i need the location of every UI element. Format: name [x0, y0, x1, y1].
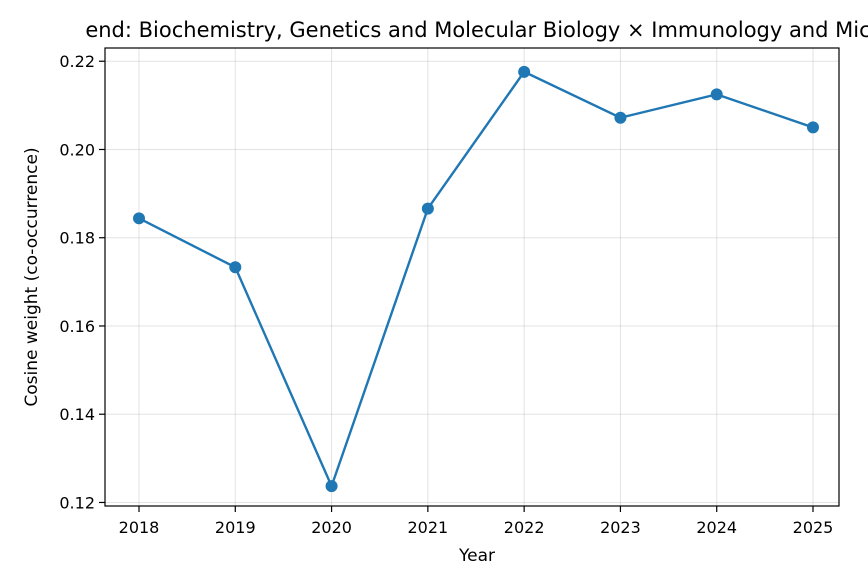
data-point — [710, 88, 723, 101]
x-tick-label: 2020 — [311, 518, 352, 537]
y-axis-label: Cosine weight (co-occurrence) — [22, 147, 42, 406]
y-tick-label: 0.16 — [59, 317, 95, 336]
data-point — [229, 261, 242, 274]
data-point — [518, 65, 531, 78]
data-point — [807, 121, 819, 134]
data-point — [421, 202, 434, 215]
data-point — [325, 480, 338, 493]
y-tick-label: 0.12 — [59, 493, 95, 512]
x-axis-label: Year — [458, 546, 495, 566]
x-tick-label: 2022 — [504, 518, 545, 537]
plot-area-frame — [104, 47, 840, 507]
y-tick-label: 0.20 — [59, 140, 95, 159]
x-tick-label: 2024 — [696, 518, 737, 537]
x-axis: 2018 2019 2020 2021 2022 2023 2024 2025 — [119, 506, 834, 537]
data-point — [614, 111, 627, 124]
y-tick-label: 0.14 — [59, 405, 95, 424]
x-tick-label: 2018 — [119, 518, 160, 537]
x-tick-label: 2025 — [793, 518, 834, 537]
grid-lines — [105, 48, 839, 506]
x-tick-label: 2021 — [407, 518, 448, 537]
data-points — [133, 65, 819, 493]
x-tick-label: 2023 — [600, 518, 641, 537]
chart-title: end: Biochemistry, Genetics and Molecula… — [85, 18, 868, 42]
y-tick-label: 0.22 — [59, 52, 95, 71]
y-axis: 0.12 0.14 0.16 0.18 0.20 0.22 — [59, 52, 105, 512]
x-tick-label: 2019 — [215, 518, 256, 537]
series-line — [138, 70, 814, 490]
y-tick-label: 0.18 — [59, 229, 95, 248]
data-point — [133, 212, 145, 225]
